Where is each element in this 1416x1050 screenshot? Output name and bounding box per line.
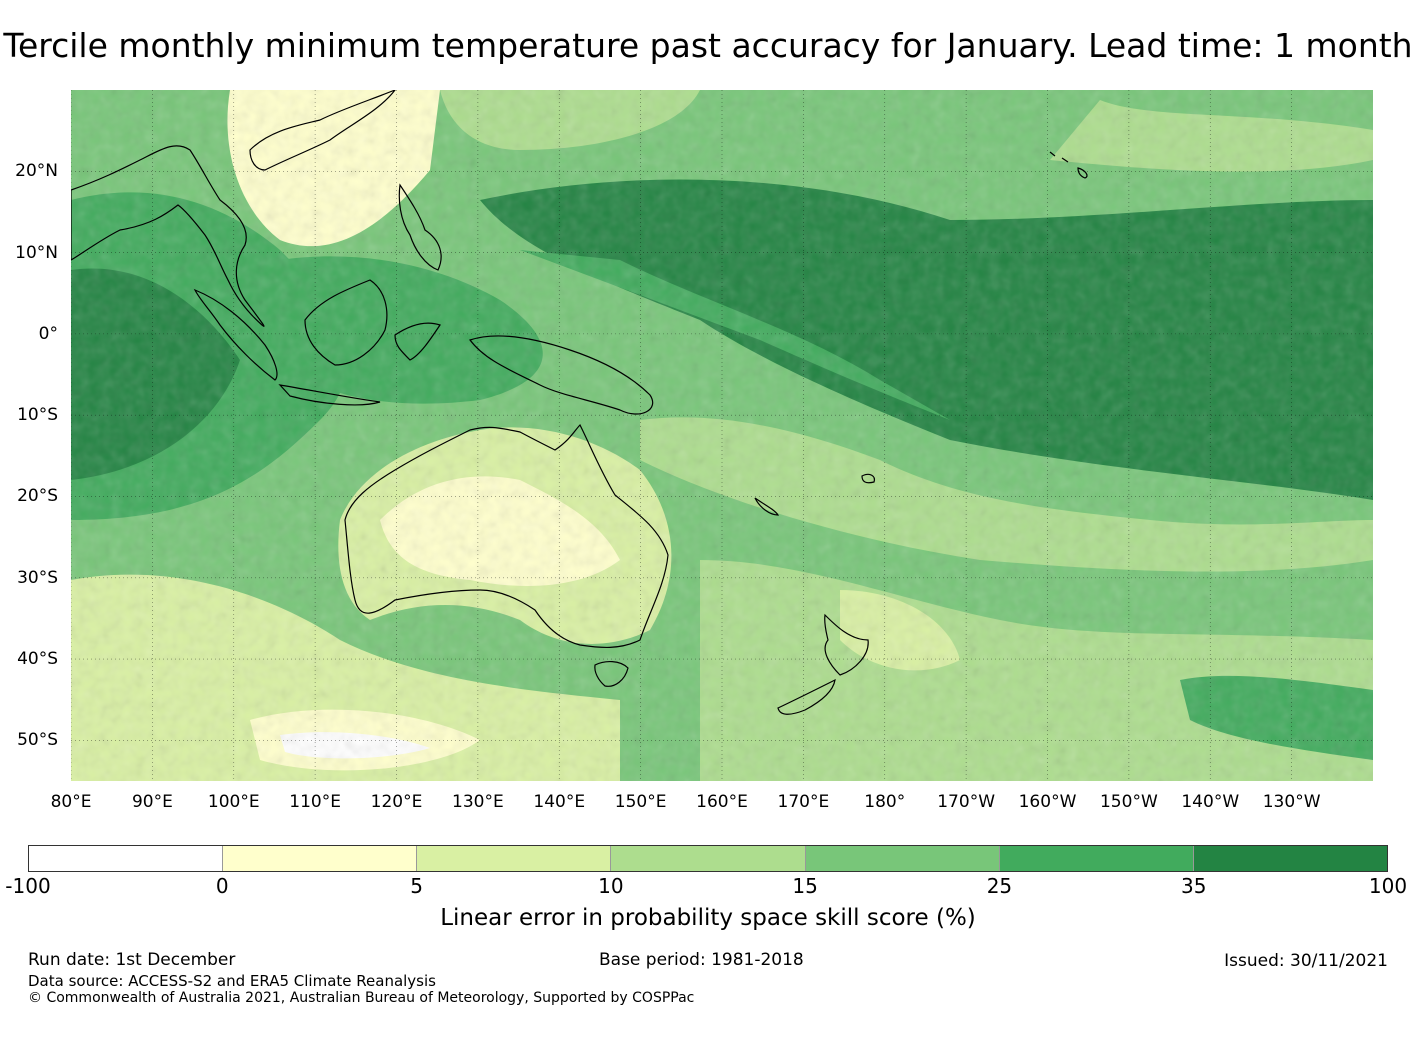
- chart-title: Tercile monthly minimum temperature past…: [3, 26, 1413, 65]
- latitude-tick-label: 40°S: [17, 649, 58, 670]
- colorbar-segment: [805, 846, 1000, 871]
- longitude-tick-label: 170°E: [777, 792, 830, 812]
- latitude-tick-label: 20°S: [17, 486, 58, 507]
- java-coastline: [278, 384, 381, 406]
- colorbar-segment: [223, 846, 418, 871]
- map-fill: [71, 90, 1373, 781]
- data-source: Data source: ACCESS-S2 and ERA5 Climate …: [28, 972, 436, 990]
- longitude-tick-label: 160°E: [696, 792, 748, 812]
- colorbar-segment: [999, 846, 1194, 871]
- asia-mainland-coastline: [71, 145, 265, 327]
- longitude-tick-label: 100°E: [207, 792, 260, 812]
- run-date: Run date: 1st December: [28, 950, 236, 970]
- sulawesi-coastline: [394, 322, 441, 361]
- latitude-tick-label: 20°N: [15, 161, 58, 182]
- issued-date: Issued: 30/11/2021: [1224, 951, 1388, 971]
- longitude-tick-label: 140°W: [1181, 792, 1240, 812]
- philippines-coastline: [398, 183, 442, 271]
- hawaii-coastline: [1049, 151, 1088, 179]
- colorbar-tick-label: 5: [410, 874, 423, 898]
- latitude-tick-label: 50°S: [17, 730, 58, 751]
- longitude-tick-label: 110°E: [289, 792, 341, 812]
- longitude-tick-label: 90°E: [131, 792, 173, 812]
- new-zealand-south-island: [777, 678, 836, 715]
- fiji-coastline: [861, 473, 875, 484]
- new-zealand-north-island: [824, 613, 869, 676]
- colorbar-tick-label: 35: [1180, 874, 1207, 898]
- longitude-tick-label: 80°E: [50, 792, 92, 812]
- longitude-tick-label: 130°W: [1262, 792, 1321, 812]
- longitude-tick-label: 150°E: [614, 792, 667, 812]
- colorbar-segment: [611, 846, 806, 871]
- base-period: Base period: 1981-2018: [599, 950, 804, 970]
- longitude-tick-label: 140°E: [533, 792, 586, 812]
- australia-coastline: [344, 423, 669, 648]
- tasmania-coastline: [594, 661, 629, 687]
- sumatra-coastline: [193, 288, 278, 381]
- latitude-tick-label: 0°: [38, 323, 58, 344]
- colorbar-segment: [29, 846, 224, 871]
- longitude-tick-label: 120°E: [370, 792, 423, 812]
- borneo-coastline: [304, 279, 388, 366]
- china-coastline: [249, 90, 396, 171]
- longitude-tick-label: 180°: [864, 792, 906, 812]
- latitude-tick-label: 30°S: [17, 567, 58, 588]
- new-guinea-coastline: [469, 335, 654, 415]
- copyright: © Commonwealth of Australia 2021, Austra…: [28, 990, 695, 1006]
- colorbar-segment: [1193, 846, 1387, 871]
- longitude-tick-label: 160°W: [1018, 792, 1077, 812]
- longitude-tick-label: 130°E: [452, 792, 504, 812]
- colorbar-title: Linear error in probability space skill …: [440, 905, 976, 931]
- colorbar-segment: [417, 846, 612, 871]
- graticule: [71, 90, 1373, 781]
- colorbar-tick-label: 25: [986, 874, 1013, 898]
- latitude-tick-label: 10°S: [17, 405, 58, 426]
- colorbar-tick-label: 10: [598, 874, 624, 898]
- new-caledonia-coastline: [754, 497, 780, 516]
- longitude-tick-label: 170°W: [937, 792, 996, 812]
- colorbar-tick-label: -100: [5, 874, 51, 898]
- colorbar-tick-label: 15: [792, 874, 818, 898]
- colorbar: [28, 845, 1388, 872]
- texture-overlay: [71, 90, 1373, 781]
- colorbar-tick-label: 0: [215, 874, 229, 898]
- longitude-tick-label: 150°W: [1099, 792, 1158, 812]
- latitude-tick-label: 10°N: [15, 242, 58, 263]
- colorbar-tick-label: 100: [1368, 874, 1408, 898]
